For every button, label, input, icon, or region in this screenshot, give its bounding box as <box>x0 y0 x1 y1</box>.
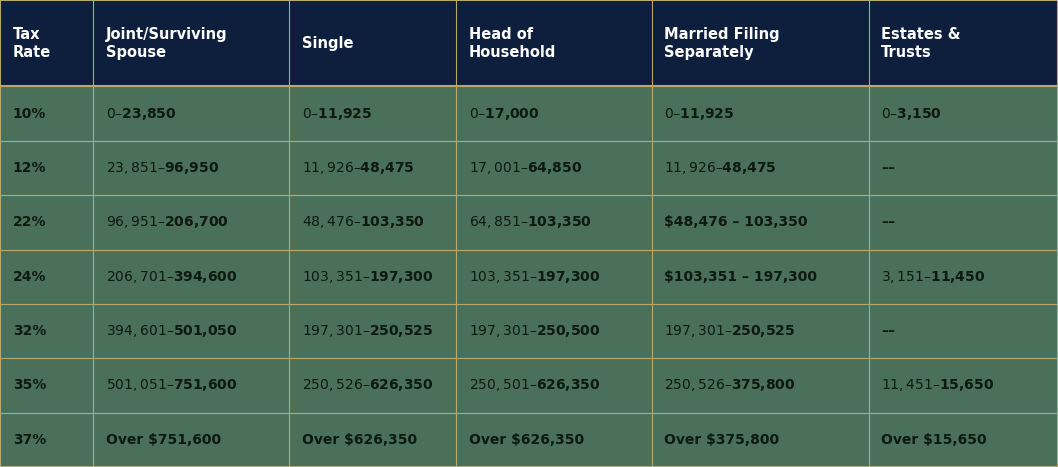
Text: $197,301 – $250,525: $197,301 – $250,525 <box>302 323 433 339</box>
Bar <box>652 0 869 86</box>
Text: Over $15,650: Over $15,650 <box>881 433 987 447</box>
Bar <box>456 0 652 86</box>
Bar <box>289 0 456 86</box>
Text: 37%: 37% <box>13 433 45 447</box>
Text: Over $751,600: Over $751,600 <box>106 433 221 447</box>
Bar <box>456 304 652 358</box>
Text: $0 – $11,925: $0 – $11,925 <box>664 106 734 121</box>
Bar <box>869 86 1058 141</box>
Text: $96,951 – $206,700: $96,951 – $206,700 <box>106 214 229 230</box>
Bar <box>0 0 93 86</box>
Text: ––: –– <box>881 161 895 175</box>
Bar <box>869 195 1058 249</box>
Text: Over $626,350: Over $626,350 <box>469 433 584 447</box>
Text: 12%: 12% <box>13 161 47 175</box>
Text: $48,476 – $103,350: $48,476 – $103,350 <box>302 214 424 230</box>
Text: $250,526 – $626,350: $250,526 – $626,350 <box>302 377 433 393</box>
Bar <box>289 304 456 358</box>
Bar <box>289 141 456 195</box>
Bar <box>0 86 93 141</box>
Text: $250,526 – $375,800: $250,526 – $375,800 <box>664 377 796 393</box>
Bar <box>456 195 652 249</box>
Text: $394,601 – $501,050: $394,601 – $501,050 <box>106 323 237 339</box>
Text: ––: –– <box>881 324 895 338</box>
Text: $197,301 – $250,525: $197,301 – $250,525 <box>664 323 796 339</box>
Text: Single: Single <box>302 35 353 51</box>
Text: $250,501 – $626,350: $250,501 – $626,350 <box>469 377 600 393</box>
Text: ––: –– <box>881 215 895 229</box>
Text: 10%: 10% <box>13 106 47 120</box>
Bar <box>289 249 456 304</box>
Bar <box>456 249 652 304</box>
Text: Married Filing
Separately: Married Filing Separately <box>664 27 780 60</box>
Text: Over $626,350: Over $626,350 <box>302 433 417 447</box>
Text: $103,351 – $197,300: $103,351 – $197,300 <box>302 269 433 285</box>
Text: Over $375,800: Over $375,800 <box>664 433 780 447</box>
Text: $206,701 – $394,600: $206,701 – $394,600 <box>106 269 237 285</box>
Text: Head of
Household: Head of Household <box>469 27 557 60</box>
Bar <box>93 249 289 304</box>
Bar <box>869 0 1058 86</box>
Bar <box>652 195 869 249</box>
Bar <box>93 195 289 249</box>
Text: $197,301 – $250,500: $197,301 – $250,500 <box>469 323 600 339</box>
Bar <box>869 141 1058 195</box>
Bar <box>456 141 652 195</box>
Text: $48,476 – 103,350: $48,476 – 103,350 <box>664 215 808 229</box>
Bar <box>652 304 869 358</box>
Text: Estates &
Trusts: Estates & Trusts <box>881 27 961 60</box>
Text: $501,051 – $751,600: $501,051 – $751,600 <box>106 377 237 393</box>
Text: $23,851 – $96,950: $23,851 – $96,950 <box>106 160 219 176</box>
Text: 22%: 22% <box>13 215 47 229</box>
Bar <box>93 358 289 413</box>
Bar <box>869 249 1058 304</box>
Text: $0 – $23,850: $0 – $23,850 <box>106 106 177 121</box>
Bar <box>456 413 652 467</box>
Text: 32%: 32% <box>13 324 47 338</box>
Bar <box>0 413 93 467</box>
Text: $3,151 – $11,450: $3,151 – $11,450 <box>881 269 986 285</box>
Bar <box>93 413 289 467</box>
Bar <box>456 358 652 413</box>
Text: $0 – $3,150: $0 – $3,150 <box>881 106 943 121</box>
Bar <box>652 413 869 467</box>
Bar <box>0 249 93 304</box>
Text: $11,926 – $48,475: $11,926 – $48,475 <box>302 160 414 176</box>
Text: $17,001 – $64,850: $17,001 – $64,850 <box>469 160 582 176</box>
Bar <box>0 141 93 195</box>
Bar <box>93 141 289 195</box>
Text: $103,351 – $197,300: $103,351 – $197,300 <box>469 269 600 285</box>
Bar <box>456 86 652 141</box>
Bar <box>0 195 93 249</box>
Bar <box>0 358 93 413</box>
Bar <box>289 413 456 467</box>
Bar <box>652 249 869 304</box>
Text: 24%: 24% <box>13 270 47 283</box>
Bar <box>869 413 1058 467</box>
Text: Tax
Rate: Tax Rate <box>13 27 51 60</box>
Bar <box>93 304 289 358</box>
Bar <box>93 0 289 86</box>
Bar <box>652 358 869 413</box>
Text: $103,351 – 197,300: $103,351 – 197,300 <box>664 270 818 283</box>
Text: $64,851 – $103,350: $64,851 – $103,350 <box>469 214 591 230</box>
Text: 35%: 35% <box>13 378 47 392</box>
Bar <box>652 86 869 141</box>
Bar <box>289 195 456 249</box>
Text: $11,451 – $15,650: $11,451 – $15,650 <box>881 377 995 393</box>
Bar <box>0 304 93 358</box>
Bar <box>93 86 289 141</box>
Bar <box>869 304 1058 358</box>
Text: $0 – $11,925: $0 – $11,925 <box>302 106 371 121</box>
Text: Joint/Surviving
Spouse: Joint/Surviving Spouse <box>106 27 227 60</box>
Text: $0 – $17,000: $0 – $17,000 <box>469 106 540 121</box>
Bar <box>289 86 456 141</box>
Bar <box>869 358 1058 413</box>
Bar <box>652 141 869 195</box>
Bar <box>289 358 456 413</box>
Text: $11,926 – $48,475: $11,926 – $48,475 <box>664 160 777 176</box>
